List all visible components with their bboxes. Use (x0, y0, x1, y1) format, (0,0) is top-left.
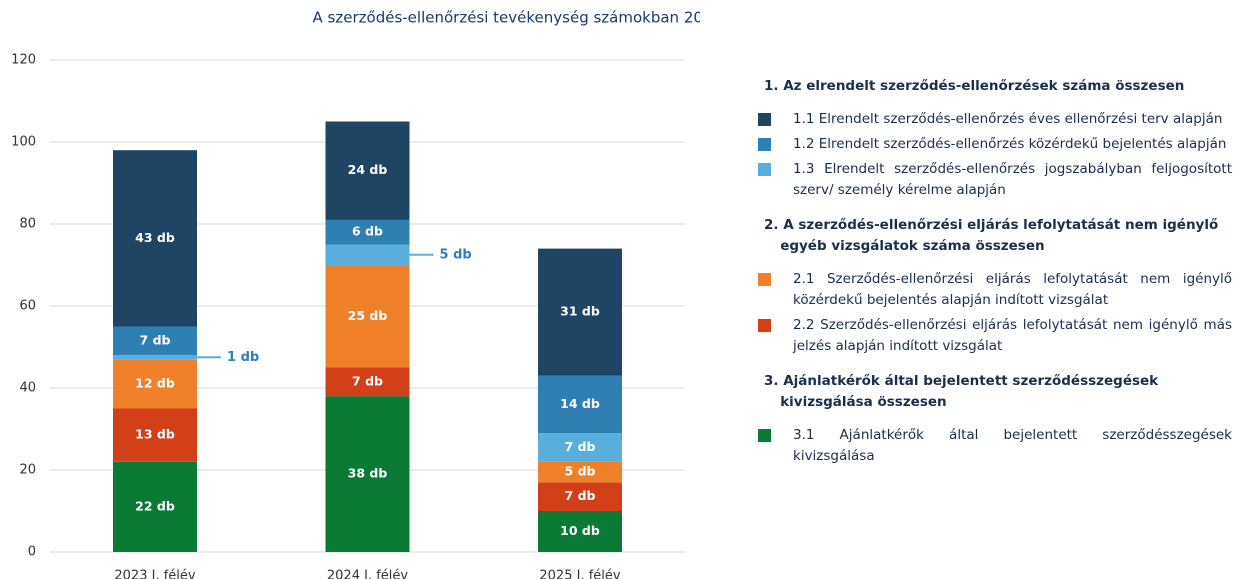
legend-label: 3.1 Ajánlatkérők által bejelentett szerz… (793, 427, 1232, 464)
bar-segment (538, 375, 622, 434)
data-label: 7 db (565, 439, 596, 454)
legend-swatch (758, 113, 771, 126)
legend-group-title: 1. Az elrendelt szerződés-ellenőrzések s… (764, 78, 1185, 94)
bar-segment (325, 121, 410, 220)
bar-segment (325, 219, 410, 245)
bar-segment (113, 408, 197, 462)
chart-title: A szerződés-ellenőrzési tevékenység szám… (313, 9, 700, 27)
bar-segment (538, 248, 622, 376)
legend-label: 2.1 Szerződés-ellenőrzési eljárás lefoly… (793, 271, 1232, 308)
bar-segment (113, 150, 197, 327)
y-tick-label: 40 (19, 381, 36, 396)
legend-item: 2.1 Szerződés-ellenőrzési eljárás lefoly… (758, 269, 1232, 311)
data-label: 1 db (227, 350, 259, 365)
data-label: 7 db (140, 332, 171, 347)
legend-swatch (758, 163, 771, 176)
data-label: 22 db (135, 498, 175, 513)
data-label: 14 db (560, 396, 600, 411)
y-tick-label: 120 (11, 53, 36, 68)
bar-segment (325, 265, 410, 368)
bar-segment (538, 511, 622, 552)
y-tick-label: 100 (11, 135, 36, 150)
legend-group: 3. Ajánlatkérők által bejelentett szerző… (758, 371, 1232, 467)
bar-segment (113, 461, 197, 552)
bar-segment (325, 244, 410, 265)
legend-label: 1.2 Elrendelt szerződés-ellenőrzés közér… (793, 136, 1227, 152)
legend-item: 1.2 Elrendelt szerződés-ellenőrzés közér… (758, 134, 1232, 155)
data-label: 6 db (352, 224, 383, 239)
legend-swatch (758, 319, 771, 332)
legend-swatch (758, 138, 771, 151)
bar-segment (538, 461, 622, 483)
data-label: 10 db (560, 523, 600, 538)
y-tick-label: 20 (19, 463, 36, 478)
legend-item: 2.2 Szerződés-ellenőrzési eljárás lefoly… (758, 315, 1232, 357)
data-label: 24 db (348, 162, 388, 177)
bar-segment (113, 359, 197, 409)
data-label: 43 db (135, 230, 175, 245)
legend-group-title: 2. A szerződés-ellenőrzési eljárás lefol… (764, 217, 1219, 254)
data-label: 25 db (348, 308, 388, 323)
bar-segment (538, 482, 622, 511)
legend-item: 1.1 Elrendelt szerződés-ellenőrzés éves … (758, 109, 1232, 130)
data-label: 38 db (348, 466, 388, 481)
chart: A szerződés-ellenőrzési tevékenység szám… (11, 9, 700, 579)
data-label: 12 db (135, 375, 175, 390)
legend-group: 2. A szerződés-ellenőrzési eljárás lefol… (758, 215, 1232, 357)
legend-swatch (758, 273, 771, 286)
legend-item: 3.1 Ajánlatkérők által bejelentett szerz… (758, 425, 1232, 467)
data-label: 31 db (560, 304, 600, 319)
data-label: 7 db (352, 373, 383, 388)
legend-group-title: 3. Ajánlatkérők által bejelentett szerző… (764, 373, 1159, 410)
x-tick-label: 2023 I. félév (114, 569, 195, 579)
bar-segment (113, 326, 197, 356)
bar-segment (113, 355, 197, 360)
legend-label: 1.1 Elrendelt szerződés-ellenőrzés éves … (793, 111, 1223, 127)
legend-label: 1.3 Elrendelt szerződés-ellenőrzés jogsz… (793, 161, 1232, 198)
y-tick-label: 60 (19, 299, 36, 314)
x-tick-label: 2024 I. félév (327, 569, 408, 579)
data-label: 13 db (135, 427, 175, 442)
legend: 1. Az elrendelt szerződés-ellenőrzések s… (758, 76, 1232, 481)
bar-segment (325, 396, 410, 552)
legend-swatch (758, 429, 771, 442)
bar-segment (538, 433, 622, 462)
data-label: 5 db (565, 464, 596, 479)
y-tick-label: 80 (19, 217, 36, 232)
legend-group: 1. Az elrendelt szerződés-ellenőrzések s… (758, 76, 1232, 201)
legend-label: 2.2 Szerződés-ellenőrzési eljárás lefoly… (793, 317, 1232, 354)
data-label: 5 db (440, 247, 472, 262)
x-tick-label: 2025 I. félév (539, 569, 620, 579)
data-label: 7 db (565, 488, 596, 503)
bar-segment (325, 367, 410, 397)
y-tick-label: 0 (28, 545, 36, 560)
legend-item: 1.3 Elrendelt szerződés-ellenőrzés jogsz… (758, 159, 1232, 201)
